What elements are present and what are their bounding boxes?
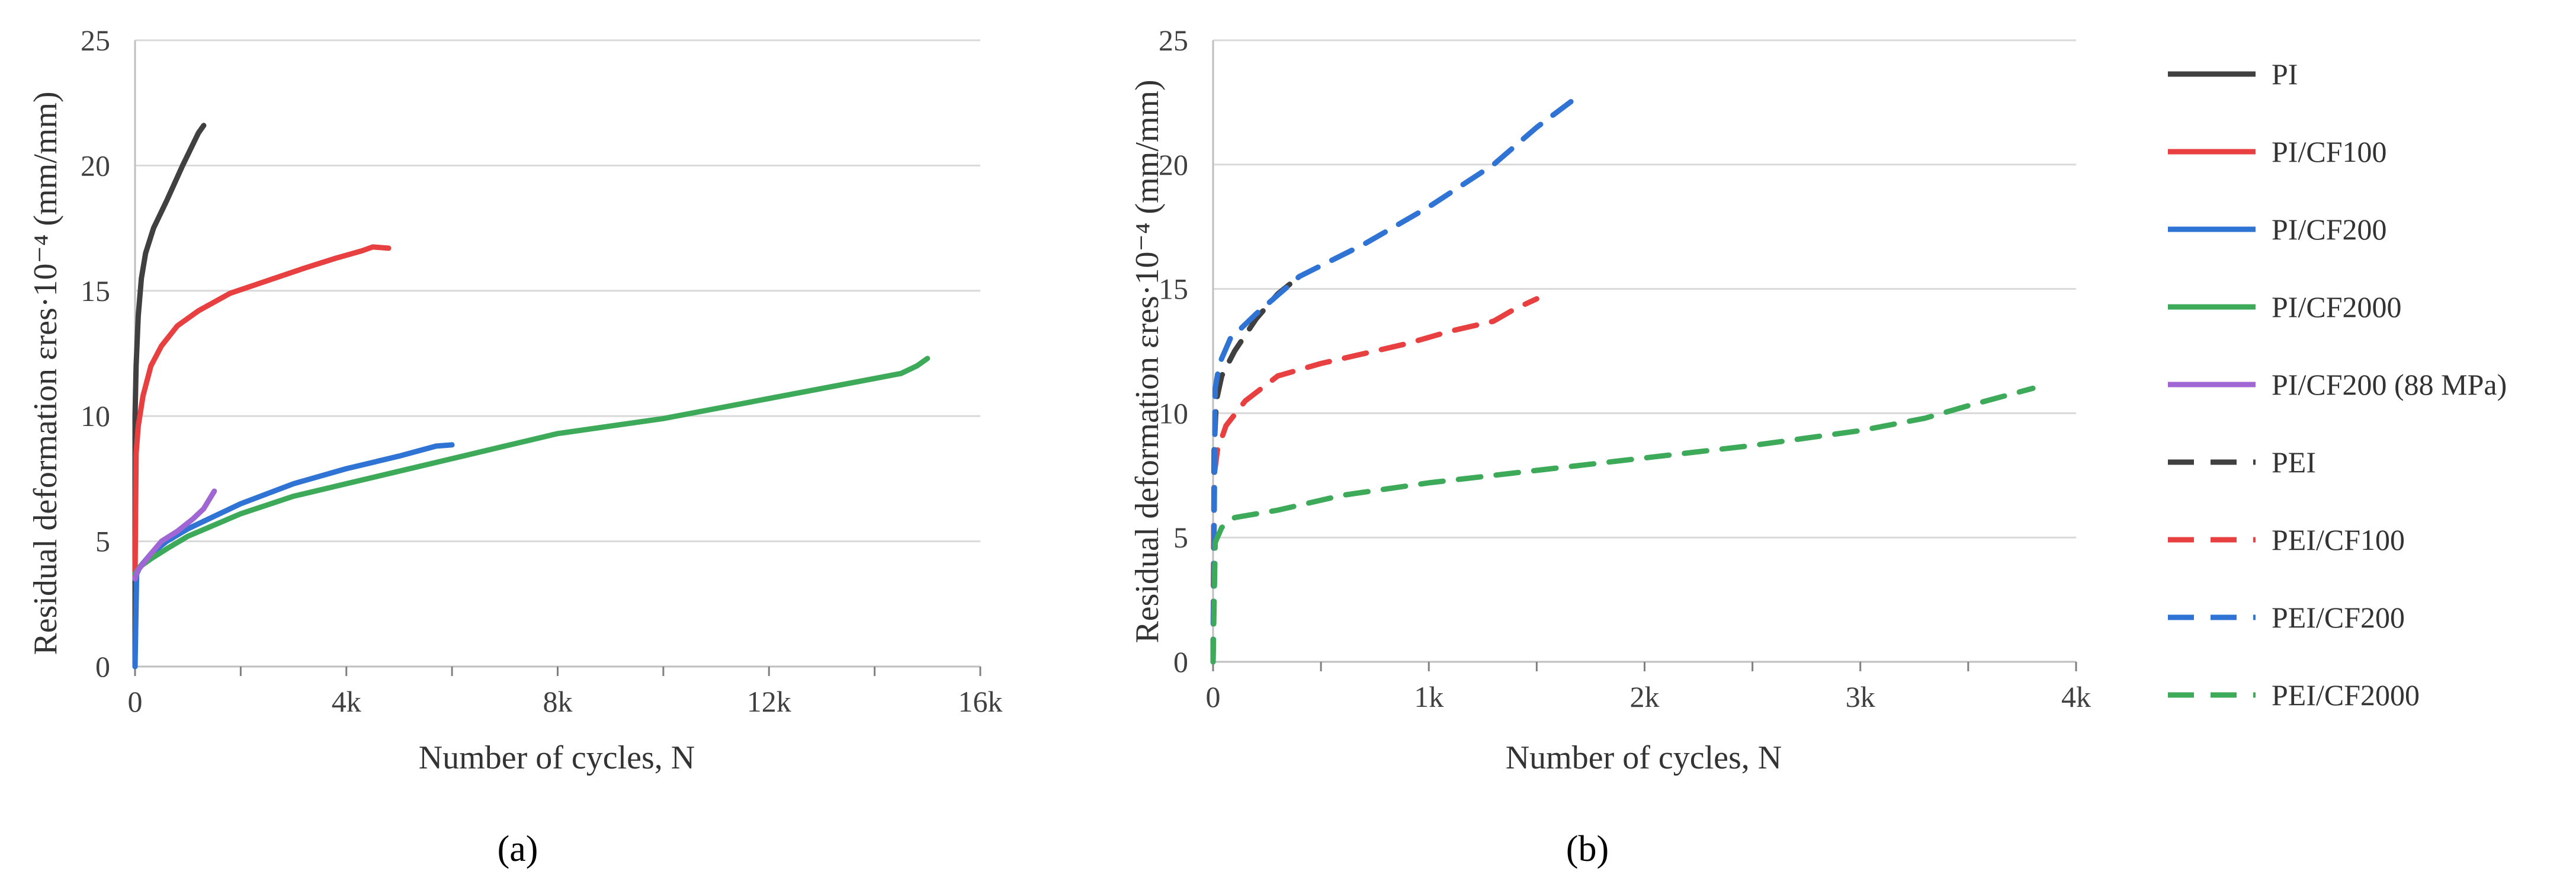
legend-label: PEI/CF100: [2272, 523, 2405, 556]
panel-a-x-tick-label: 4k: [332, 685, 361, 718]
legend-item-pi-cf200-88-mpa: PI/CF200 (88 MPa): [2168, 368, 2507, 401]
legend-item-pei: PEI: [2168, 446, 2316, 479]
panel-b-x-tick-label: 3k: [1846, 680, 1875, 713]
legend-label: PEI: [2272, 446, 2316, 479]
panel-a-x-tick-label: 16k: [958, 685, 1003, 718]
panel-b-y-tick-label: 25: [1159, 24, 1188, 57]
panel-a-y-axis-title: Residual deformation εres·10⁻⁴ (mm/mm): [27, 91, 64, 655]
legend-item-pi: PI: [2168, 57, 2298, 91]
legend-label: PI/CF200: [2272, 213, 2387, 246]
panel-a-x-tick-label: 8k: [543, 685, 573, 718]
panel-b-series: [1210, 92, 2036, 665]
panel-a-y-tick-label: 0: [95, 650, 110, 683]
legend-item-pei-cf200: PEI/CF200: [2168, 601, 2405, 634]
legend-label: PI/CF2000: [2272, 290, 2402, 324]
panel-a-x-axis-title: Number of cycles, N: [419, 739, 695, 776]
series-pi-cf200: [132, 442, 455, 670]
legend-item-pi-cf200: PI/CF200: [2168, 213, 2387, 246]
series-pi-cf200-88-mpa: [132, 488, 217, 582]
panel-a-label: (a): [498, 829, 538, 869]
panel-b-label: (b): [1566, 829, 1609, 869]
panel-b-x-tick-label: 1k: [1414, 680, 1443, 713]
panel-b-y-axis-title: Residual deformation εres·10⁻⁴ (mm/mm): [1129, 79, 1166, 643]
panel-b-gridlines: [1213, 39, 2076, 539]
series-pi: [132, 123, 207, 670]
legend-label: PEI/CF200: [2272, 601, 2405, 634]
legend-item-pei-cf100: PEI/CF100: [2168, 523, 2405, 556]
panel-a-x-tick-label: 0: [128, 685, 143, 718]
legend-item-pi-cf2000: PI/CF2000: [2168, 290, 2402, 324]
legend-label: PI: [2272, 57, 2298, 91]
panel-a-gridlines: [135, 39, 980, 543]
panel-b-y-tick-label: 10: [1159, 396, 1188, 430]
panel-a-x-tick-label: 12k: [747, 685, 791, 718]
legend-label: PI/CF200 (88 MPa): [2272, 368, 2507, 401]
legend-label: PEI/CF2000: [2272, 678, 2420, 712]
panel-a-y-tick-label: 5: [95, 525, 110, 558]
series-pei-cf100: [1210, 296, 1539, 665]
panel-a-y-tick-label: 20: [81, 149, 110, 182]
legend-item-pei-cf2000: PEI/CF2000: [2168, 678, 2420, 712]
panel-a-series: [132, 123, 931, 670]
panel-a-y-tick-label: 10: [81, 399, 110, 433]
panel-b-x-tick-label: 0: [1206, 680, 1221, 713]
series-pei-cf2000: [1210, 385, 2036, 665]
chart-panel-a: 0 5 10 15 20 25 0 4k 8k 12k 16k Number of cycles, …: [27, 24, 1003, 869]
panel-b-x-tick-label: 4k: [2061, 680, 2091, 713]
panel-a-axes: [134, 40, 981, 676]
series-pi-cf100: [132, 244, 392, 582]
panel-a-tick-labels: 0 5 10 15 20 25 0 4k 8k 12k 16k: [81, 24, 1003, 718]
panel-b-tick-labels: 0 5 10 15 20 25 0 1k 2k 3k 4k: [1159, 24, 2091, 713]
panel-b-y-tick-label: 0: [1173, 645, 1188, 678]
legend: PI PI/CF100 PI/CF200 PI/CF2000 PI/CF200 (88 …: [2168, 57, 2507, 712]
series-pei: [1210, 274, 1303, 665]
panel-b-axes: [1212, 40, 2077, 671]
panel-b-y-tick-label: 20: [1159, 148, 1188, 181]
series-pei-cf200: [1210, 92, 1583, 665]
panel-b-y-tick-label: 15: [1159, 273, 1188, 306]
panel-a-y-tick-label: 15: [81, 274, 110, 308]
legend-label: PI/CF100: [2272, 135, 2387, 168]
panel-b-x-axis-title: Number of cycles, N: [1506, 739, 1782, 776]
legend-item-pi-cf100: PI/CF100: [2168, 135, 2387, 168]
panel-a-y-tick-label: 25: [81, 24, 110, 57]
series-pi-cf2000: [132, 355, 931, 577]
panel-b-x-tick-label: 2k: [1630, 680, 1660, 713]
panel-b-y-tick-label: 5: [1173, 521, 1188, 554]
